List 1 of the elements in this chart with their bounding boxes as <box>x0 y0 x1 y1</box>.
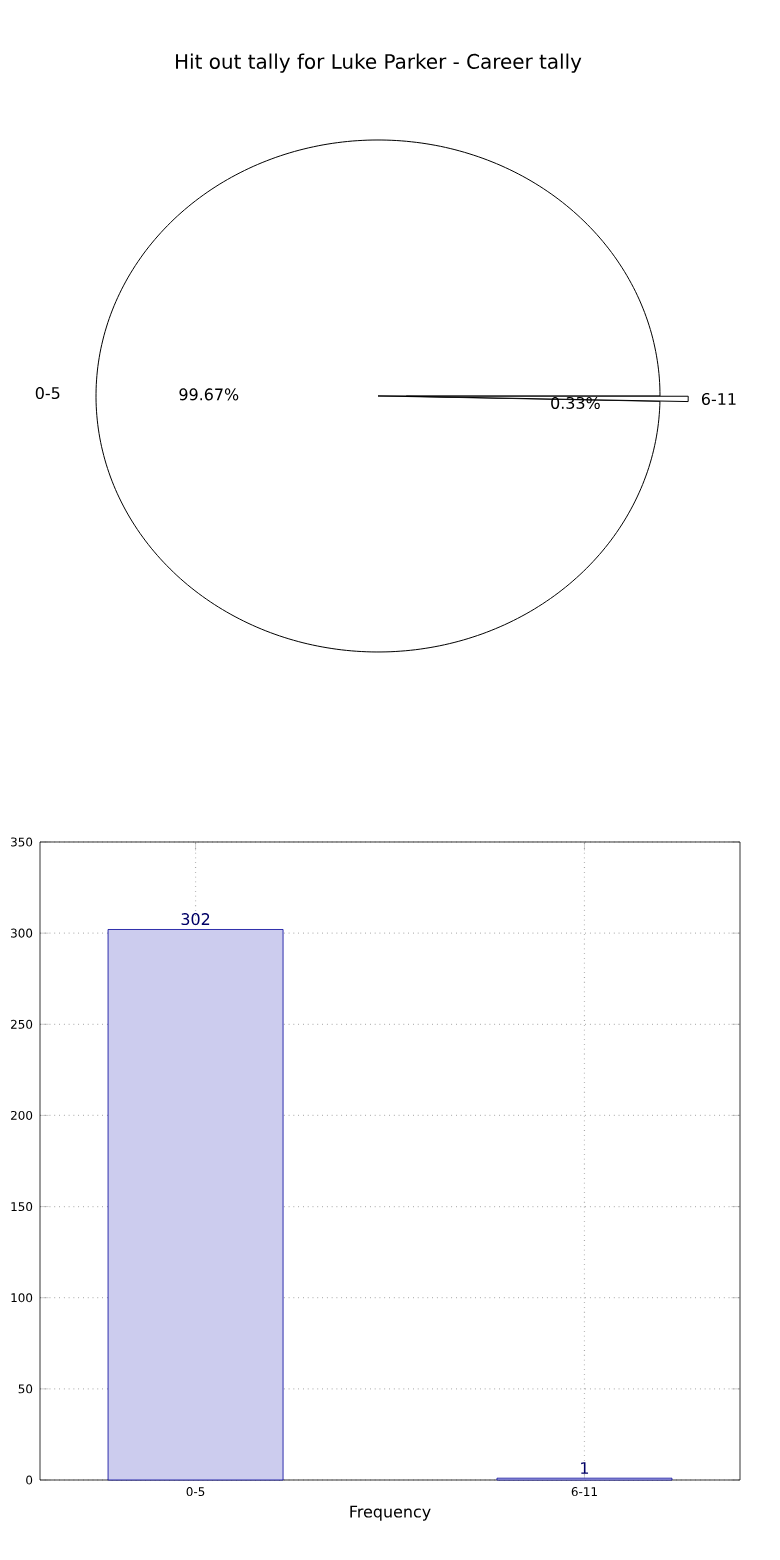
chart-title: Hit out tally for Luke Parker - Career tally <box>176 53 582 73</box>
